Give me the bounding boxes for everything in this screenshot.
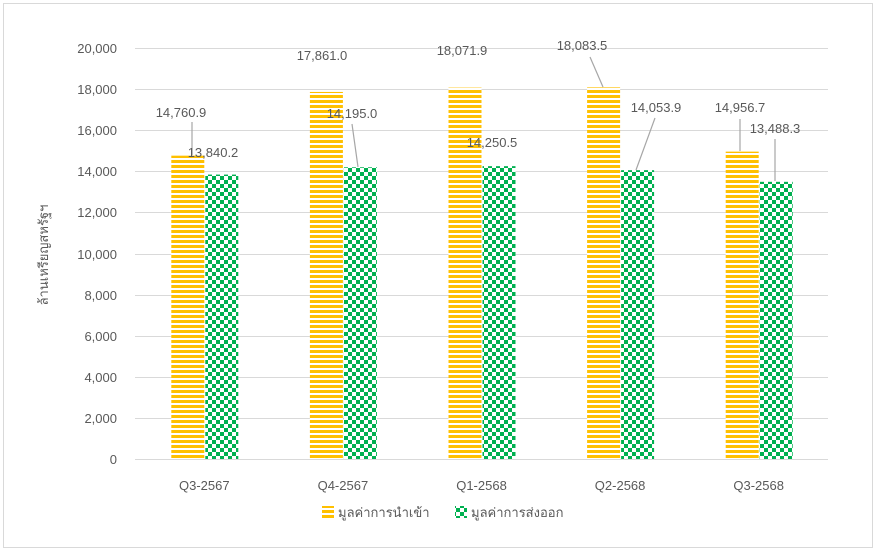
bar-imports[interactable] <box>309 91 343 459</box>
bar-imports[interactable] <box>587 87 621 460</box>
data-label-exports: 14,250.5 <box>467 135 518 150</box>
bar-exports[interactable] <box>621 170 655 459</box>
legend-swatch-exports <box>455 506 467 518</box>
x-tick-label: Q4-2567 <box>318 478 369 493</box>
bar-exports[interactable] <box>482 166 516 459</box>
x-tick-label: Q1-2568 <box>456 478 507 493</box>
y-axis-title: ล้านเหรียญสหรัฐฯ <box>36 205 52 306</box>
legend-label-exports: มูลค่าการส่งออก <box>471 505 563 521</box>
y-axis-tick-labels: 0 2,000 4,000 6,000 8,000 10,000 12,000 14,000 1… <box>77 41 117 467</box>
y-tick-label: 2,000 <box>84 411 117 426</box>
y-tick-label: 10,000 <box>77 247 117 262</box>
y-tick-label: 18,000 <box>77 82 117 97</box>
y-tick-label: 6,000 <box>84 329 117 344</box>
legend-swatch-imports <box>322 506 334 518</box>
bar-imports[interactable] <box>725 151 759 459</box>
bar-exports[interactable] <box>205 174 239 459</box>
legend: มูลค่าการนำเข้า มูลค่าการส่งออก <box>322 505 563 521</box>
x-axis-category-labels: Q3-2567 Q4-2567 Q1-2568 Q2-2568 Q3-2568 <box>179 478 784 493</box>
data-label-imports: 17,861.0 <box>297 48 348 63</box>
x-tick-label: Q3-2567 <box>179 478 230 493</box>
y-tick-label: 16,000 <box>77 123 117 138</box>
data-label-imports: 14,956.7 <box>715 100 766 115</box>
bar-imports[interactable] <box>171 155 205 459</box>
y-tick-label: 20,000 <box>77 41 117 56</box>
data-label-exports: 13,488.3 <box>750 121 801 136</box>
data-label-imports: 18,071.9 <box>437 43 488 58</box>
legend-label-imports: มูลค่าการนำเข้า <box>338 505 430 521</box>
x-tick-label: Q2-2568 <box>595 478 646 493</box>
data-label-exports: 13,840.2 <box>188 145 239 160</box>
leader-line <box>351 123 359 168</box>
y-tick-label: 14,000 <box>77 164 117 179</box>
leader-line <box>589 56 604 88</box>
y-tick-label: 8,000 <box>84 288 117 303</box>
data-label-leader-lines <box>191 56 776 181</box>
data-label-exports: 14,053.9 <box>631 100 682 115</box>
y-tick-label: 12,000 <box>77 205 117 220</box>
data-label-imports: 18,083.5 <box>557 38 608 53</box>
bars <box>171 87 793 460</box>
data-label-imports: 14,760.9 <box>156 105 207 120</box>
bar-imports[interactable] <box>448 87 482 460</box>
y-tick-label: 0 <box>110 452 117 467</box>
data-label-exports: 14,195.0 <box>327 106 378 121</box>
data-labels: 14,760.9 17,861.0 18,071.9 18,083.5 14,956.7… <box>156 38 801 160</box>
leader-line <box>635 117 656 171</box>
bar-exports[interactable] <box>759 181 793 459</box>
x-tick-label: Q3-2568 <box>733 478 784 493</box>
legend-item-exports[interactable]: มูลค่าการส่งออก <box>455 505 563 521</box>
bar-exports[interactable] <box>343 167 377 459</box>
y-tick-label: 4,000 <box>84 370 117 385</box>
legend-item-imports[interactable]: มูลค่าการนำเข้า <box>322 505 430 521</box>
